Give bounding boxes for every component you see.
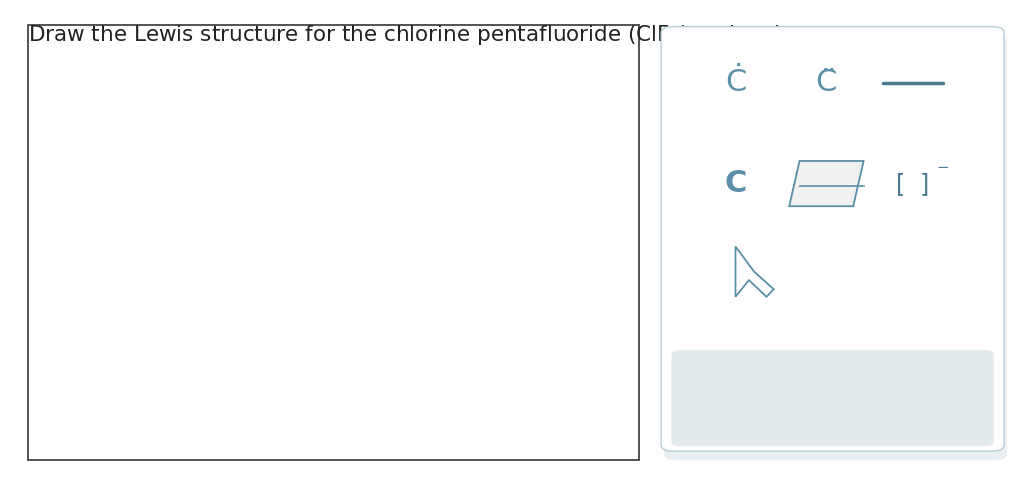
Text: ↺: ↺ — [894, 393, 914, 417]
Polygon shape — [735, 246, 774, 297]
Polygon shape — [789, 161, 864, 206]
FancyBboxPatch shape — [671, 350, 994, 446]
Text: C: C — [724, 169, 747, 198]
Text: −: − — [937, 160, 949, 175]
Text: Ċ: Ċ — [725, 68, 746, 98]
Text: ×: × — [737, 395, 755, 415]
Text: C̈: C̈ — [816, 68, 837, 98]
Bar — [28, 25, 639, 460]
Text: Draw the Lewis structure for the chlorine pentafluoride $\left(\mathrm{ClF}_5\ri: Draw the Lewis structure for the chlorin… — [28, 23, 799, 47]
Text: [  ]: [ ] — [896, 172, 929, 196]
FancyBboxPatch shape — [661, 27, 1004, 451]
FancyBboxPatch shape — [664, 36, 1007, 460]
